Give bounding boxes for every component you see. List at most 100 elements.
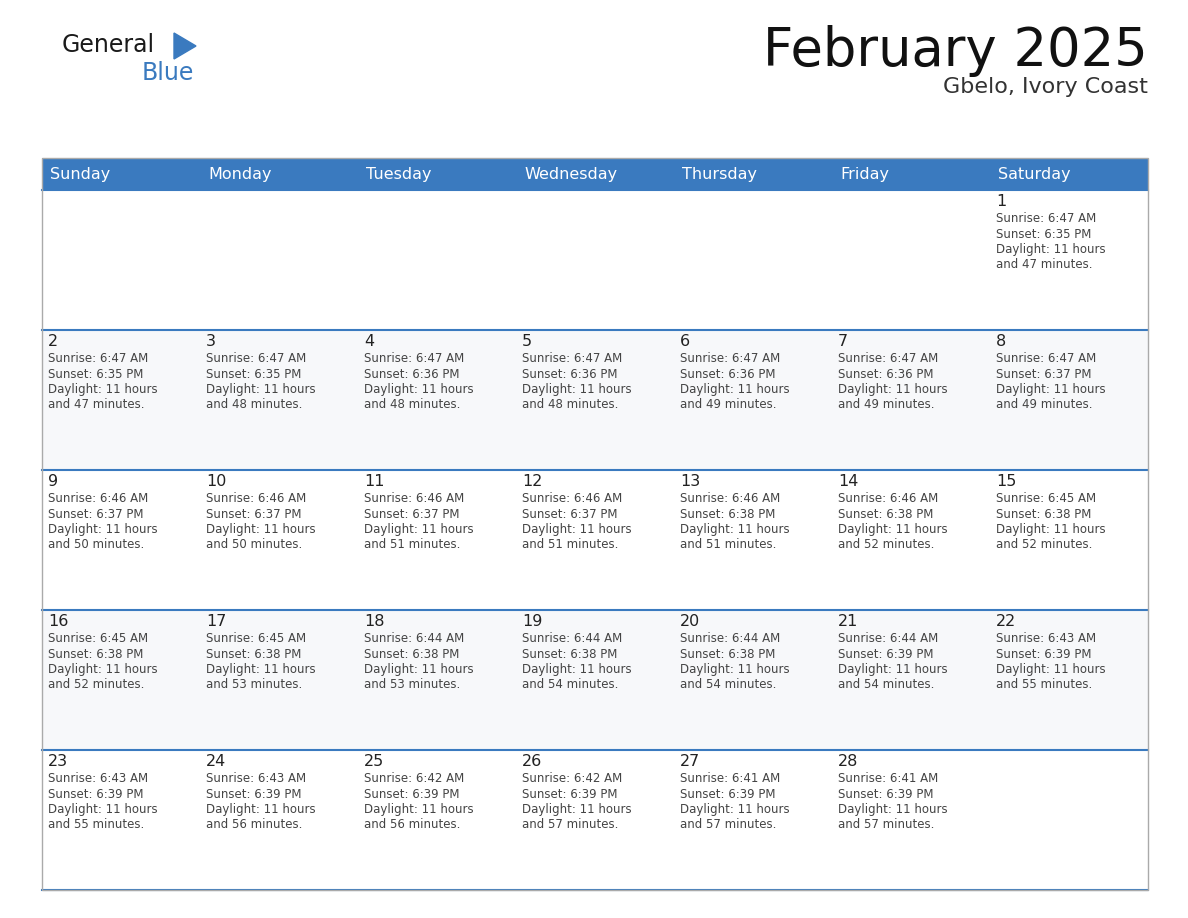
Text: Sunrise: 6:47 AM: Sunrise: 6:47 AM [48, 352, 148, 365]
Text: and 56 minutes.: and 56 minutes. [364, 819, 461, 832]
Text: and 51 minutes.: and 51 minutes. [364, 539, 461, 552]
Bar [200, 750, 358, 890]
Text: 19: 19 [522, 614, 543, 629]
Bar [42, 750, 200, 890]
Text: Sunset: 6:35 PM: Sunset: 6:35 PM [48, 367, 144, 380]
Bar [516, 158, 674, 190]
Text: Daylight: 11 hours: Daylight: 11 hours [206, 523, 316, 536]
Text: Sunrise: 6:44 AM: Sunrise: 6:44 AM [522, 632, 623, 645]
Text: Sunrise: 6:45 AM: Sunrise: 6:45 AM [48, 632, 148, 645]
Bar [674, 330, 832, 470]
Bar [990, 330, 1148, 470]
Bar [358, 330, 516, 470]
Text: Daylight: 11 hours: Daylight: 11 hours [680, 523, 790, 536]
Text: and 52 minutes.: and 52 minutes. [838, 539, 935, 552]
Text: Sunset: 6:36 PM: Sunset: 6:36 PM [364, 367, 460, 380]
Text: 12: 12 [522, 474, 543, 489]
Text: Sunrise: 6:41 AM: Sunrise: 6:41 AM [680, 772, 781, 785]
Bar [674, 610, 832, 750]
Text: Daylight: 11 hours: Daylight: 11 hours [364, 523, 474, 536]
Text: Sunset: 6:37 PM: Sunset: 6:37 PM [48, 508, 144, 521]
Text: Daylight: 11 hours: Daylight: 11 hours [522, 803, 632, 816]
Text: Sunrise: 6:46 AM: Sunrise: 6:46 AM [680, 492, 781, 505]
Text: and 54 minutes.: and 54 minutes. [522, 678, 619, 691]
Text: Daylight: 11 hours: Daylight: 11 hours [522, 523, 632, 536]
Text: and 50 minutes.: and 50 minutes. [48, 539, 144, 552]
Text: Sunset: 6:38 PM: Sunset: 6:38 PM [680, 508, 776, 521]
Text: Sunrise: 6:41 AM: Sunrise: 6:41 AM [838, 772, 939, 785]
Bar [990, 470, 1148, 610]
Text: Daylight: 11 hours: Daylight: 11 hours [522, 663, 632, 676]
Text: 28: 28 [838, 754, 859, 769]
Text: and 51 minutes.: and 51 minutes. [522, 539, 619, 552]
Text: Monday: Monday [208, 166, 272, 182]
Text: Sunrise: 6:47 AM: Sunrise: 6:47 AM [996, 352, 1097, 365]
Text: General: General [62, 33, 156, 57]
Text: Sunday: Sunday [50, 166, 110, 182]
Text: and 56 minutes.: and 56 minutes. [206, 819, 303, 832]
Text: Daylight: 11 hours: Daylight: 11 hours [48, 383, 158, 396]
Bar [674, 158, 832, 190]
Text: 7: 7 [838, 334, 848, 349]
Text: Sunset: 6:37 PM: Sunset: 6:37 PM [522, 508, 618, 521]
Text: and 57 minutes.: and 57 minutes. [680, 819, 777, 832]
Bar [832, 470, 990, 610]
Text: Daylight: 11 hours: Daylight: 11 hours [838, 663, 948, 676]
Text: 4: 4 [364, 334, 374, 349]
Text: Daylight: 11 hours: Daylight: 11 hours [680, 383, 790, 396]
Text: Sunset: 6:36 PM: Sunset: 6:36 PM [680, 367, 776, 380]
Text: Daylight: 11 hours: Daylight: 11 hours [838, 523, 948, 536]
Text: Daylight: 11 hours: Daylight: 11 hours [680, 803, 790, 816]
Text: 15: 15 [996, 474, 1017, 489]
Text: Sunset: 6:35 PM: Sunset: 6:35 PM [996, 228, 1092, 241]
Text: 3: 3 [206, 334, 216, 349]
Text: Sunrise: 6:47 AM: Sunrise: 6:47 AM [364, 352, 465, 365]
Text: Sunrise: 6:47 AM: Sunrise: 6:47 AM [838, 352, 939, 365]
Text: Tuesday: Tuesday [366, 166, 431, 182]
Text: Sunset: 6:36 PM: Sunset: 6:36 PM [522, 367, 618, 380]
Text: Daylight: 11 hours: Daylight: 11 hours [996, 523, 1106, 536]
Bar [200, 330, 358, 470]
Text: 11: 11 [364, 474, 385, 489]
Text: and 57 minutes.: and 57 minutes. [522, 819, 619, 832]
Bar [358, 750, 516, 890]
Text: Daylight: 11 hours: Daylight: 11 hours [996, 243, 1106, 256]
Text: 25: 25 [364, 754, 384, 769]
Text: 22: 22 [996, 614, 1016, 629]
Bar [200, 470, 358, 610]
Bar [832, 158, 990, 190]
Text: Daylight: 11 hours: Daylight: 11 hours [996, 383, 1106, 396]
Text: Daylight: 11 hours: Daylight: 11 hours [680, 663, 790, 676]
Text: Daylight: 11 hours: Daylight: 11 hours [522, 383, 632, 396]
Text: Blue: Blue [143, 61, 195, 85]
Text: February 2025: February 2025 [763, 25, 1148, 77]
Text: and 47 minutes.: and 47 minutes. [996, 259, 1093, 272]
Bar [674, 190, 832, 330]
Text: 5: 5 [522, 334, 532, 349]
Text: Sunset: 6:39 PM: Sunset: 6:39 PM [48, 788, 144, 800]
Bar [516, 610, 674, 750]
Text: Daylight: 11 hours: Daylight: 11 hours [364, 383, 474, 396]
Text: 18: 18 [364, 614, 385, 629]
Text: Sunset: 6:37 PM: Sunset: 6:37 PM [996, 367, 1092, 380]
Bar [358, 190, 516, 330]
Text: Sunset: 6:36 PM: Sunset: 6:36 PM [838, 367, 934, 380]
Text: Daylight: 11 hours: Daylight: 11 hours [364, 803, 474, 816]
Bar [990, 190, 1148, 330]
Bar [832, 190, 990, 330]
Text: Sunset: 6:39 PM: Sunset: 6:39 PM [680, 788, 776, 800]
Text: and 57 minutes.: and 57 minutes. [838, 819, 935, 832]
Text: and 49 minutes.: and 49 minutes. [680, 398, 777, 411]
Text: Sunset: 6:39 PM: Sunset: 6:39 PM [364, 788, 460, 800]
Text: and 48 minutes.: and 48 minutes. [522, 398, 619, 411]
Text: and 48 minutes.: and 48 minutes. [206, 398, 303, 411]
Text: Sunset: 6:39 PM: Sunset: 6:39 PM [522, 788, 618, 800]
Text: 16: 16 [48, 614, 69, 629]
Text: and 55 minutes.: and 55 minutes. [996, 678, 1092, 691]
Text: and 55 minutes.: and 55 minutes. [48, 819, 144, 832]
Text: Sunrise: 6:43 AM: Sunrise: 6:43 AM [48, 772, 148, 785]
Text: Sunset: 6:38 PM: Sunset: 6:38 PM [48, 647, 144, 660]
Text: and 49 minutes.: and 49 minutes. [838, 398, 935, 411]
Text: Saturday: Saturday [998, 166, 1070, 182]
Text: Sunrise: 6:42 AM: Sunrise: 6:42 AM [364, 772, 465, 785]
